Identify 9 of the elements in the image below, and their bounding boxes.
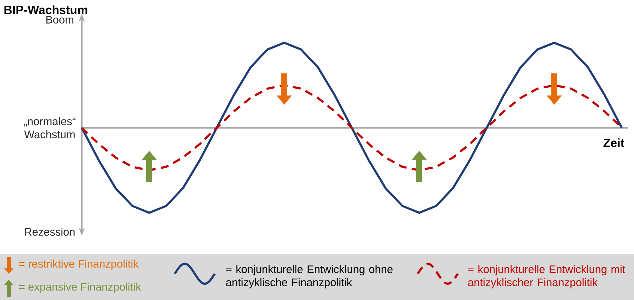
- legend-label: = konjunkturelle Entwicklung mit antizyklischer Finanzpolitik: [468, 265, 626, 289]
- text: „normales“ Wachstum: [24, 117, 76, 139]
- text: Boom: [46, 16, 74, 24]
- y-axis-title: BIP-Wachstum: [4, 6, 88, 14]
- text: = expansive Finanzpolitik: [19, 282, 142, 294]
- legend-label: = konjunkturelle Entwicklung ohne antizyklische Finanzpolitik: [226, 265, 393, 289]
- x-axis-title: Zeit: [604, 138, 625, 148]
- text: Rezession: [25, 228, 75, 236]
- text: = restriktive Finanzpolitik: [19, 260, 139, 270]
